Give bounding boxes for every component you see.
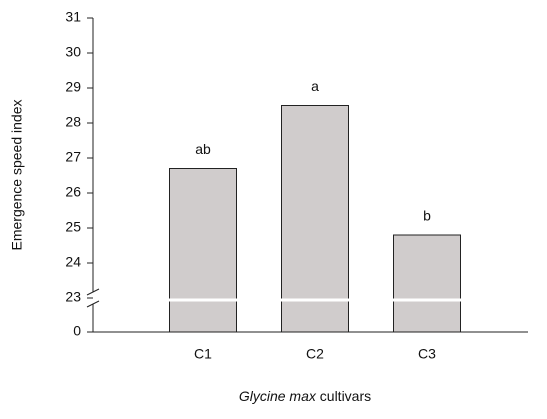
y-tick-label: 27 bbox=[65, 149, 81, 165]
axis-break-mark bbox=[86, 300, 100, 308]
y-tick-label: 23 bbox=[65, 289, 81, 305]
y-tick-label: 28 bbox=[65, 114, 81, 130]
x-tick-label: C3 bbox=[418, 346, 436, 362]
x-axis-label-suffix: cultivars bbox=[320, 388, 371, 404]
y-tick-label: 29 bbox=[65, 79, 81, 95]
x-axis-label-species: Glycine max bbox=[239, 388, 317, 404]
x-tick-label: C1 bbox=[194, 346, 212, 362]
y-tick-label: 30 bbox=[65, 44, 81, 60]
y-tick-label: 0 bbox=[73, 323, 81, 339]
axis-break-mark bbox=[86, 288, 100, 296]
annotation: a bbox=[311, 78, 319, 94]
y-tick-label: 31 bbox=[65, 9, 81, 25]
y-tick-label: 26 bbox=[65, 184, 81, 200]
y-tick-label: 25 bbox=[65, 219, 81, 235]
annotation: b bbox=[423, 208, 431, 224]
bar bbox=[393, 234, 461, 333]
x-axis-label: Glycine max cultivars bbox=[239, 388, 371, 404]
bar bbox=[169, 168, 237, 333]
y-axis-label: Emergence speed index bbox=[9, 100, 25, 251]
x-tick-label: C2 bbox=[306, 346, 324, 362]
annotation: ab bbox=[195, 141, 211, 157]
y-tick-label: 24 bbox=[65, 254, 81, 270]
bar bbox=[281, 105, 349, 333]
